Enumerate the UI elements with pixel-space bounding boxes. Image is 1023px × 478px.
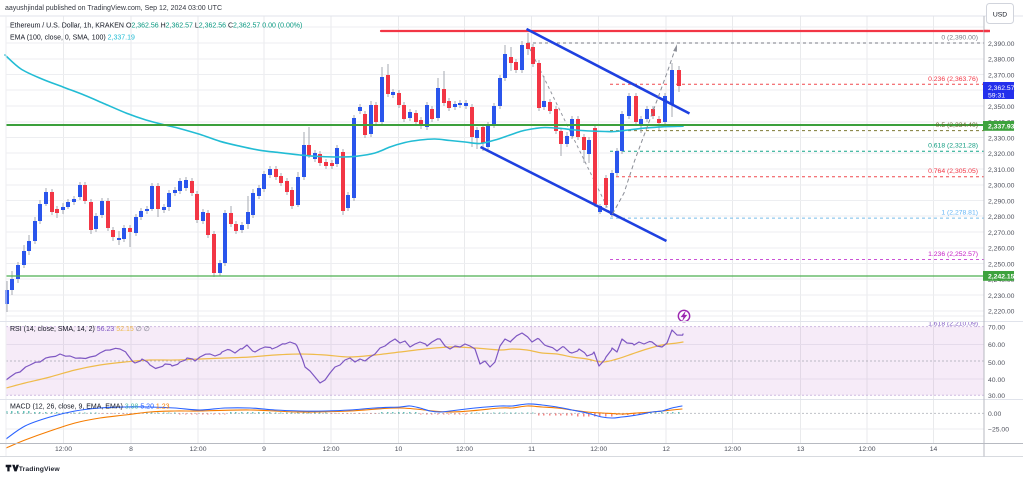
svg-text:59:31: 59:31 xyxy=(988,92,1005,99)
svg-text:40.00: 40.00 xyxy=(988,377,1005,384)
svg-text:12:00: 12:00 xyxy=(859,446,876,453)
svg-text:TradingView: TradingView xyxy=(19,466,61,473)
svg-text:60.00: 60.00 xyxy=(988,342,1005,349)
svg-text:70.00: 70.00 xyxy=(988,324,1005,331)
svg-text:8: 8 xyxy=(129,446,133,453)
svg-text:2,337.93: 2,337.93 xyxy=(988,124,1015,131)
svg-text:2,380.00: 2,380.00 xyxy=(988,57,1015,64)
svg-text:2,320.00: 2,320.00 xyxy=(988,151,1015,158)
svg-text:0 (2,390.00): 0 (2,390.00) xyxy=(941,34,978,41)
svg-text:0.00: 0.00 xyxy=(988,411,1001,418)
svg-text:−25.00: −25.00 xyxy=(988,427,1009,434)
svg-text:2,290.00: 2,290.00 xyxy=(988,198,1015,205)
svg-text:12:00: 12:00 xyxy=(55,446,72,453)
svg-text:2,280.00: 2,280.00 xyxy=(988,214,1015,221)
svg-text:12:00: 12:00 xyxy=(322,446,339,453)
svg-text:2,300.00: 2,300.00 xyxy=(988,183,1015,190)
svg-text:1 (2,278.81): 1 (2,278.81) xyxy=(941,210,978,217)
svg-text:10: 10 xyxy=(395,446,403,453)
svg-text:aayushjindal published on Trad: aayushjindal published on TradingView.co… xyxy=(5,5,222,12)
svg-text:Ethereum / U.S. Dollar, 1h, KR: Ethereum / U.S. Dollar, 1h, KRAKEN O2,36… xyxy=(10,23,302,30)
svg-text:12: 12 xyxy=(662,446,670,453)
svg-text:0.618 (2,321.28): 0.618 (2,321.28) xyxy=(928,143,978,150)
svg-text:12:00: 12:00 xyxy=(189,446,206,453)
svg-text:1.236 (2,252.57): 1.236 (2,252.57) xyxy=(928,251,978,258)
svg-text:RSI (14, close, SMA, 14, 2) 56: RSI (14, close, SMA, 14, 2) 56.23 52.15 … xyxy=(10,326,150,333)
svg-text:50.00: 50.00 xyxy=(988,360,1005,367)
svg-text:2,390.00: 2,390.00 xyxy=(988,41,1015,48)
svg-text:2,220.00: 2,220.00 xyxy=(988,309,1015,316)
svg-text:12:00: 12:00 xyxy=(456,446,473,453)
svg-text:2,310.00: 2,310.00 xyxy=(988,167,1015,174)
svg-text:2,370.00: 2,370.00 xyxy=(988,72,1015,79)
svg-text:MACD (12, 26, close, 9, EMA, E: MACD (12, 26, close, 9, EMA, EMA) 3.98 5… xyxy=(10,404,170,411)
svg-text:13: 13 xyxy=(797,446,805,453)
svg-text:9: 9 xyxy=(262,446,266,453)
svg-text:1.618 (2,210.09): 1.618 (2,210.09) xyxy=(928,320,978,327)
svg-text:0.764 (2,305.05): 0.764 (2,305.05) xyxy=(928,168,978,175)
svg-text:2,242.15: 2,242.15 xyxy=(988,274,1015,281)
svg-text:2,250.00: 2,250.00 xyxy=(988,261,1015,268)
svg-text:0.236 (2,363.76): 0.236 (2,363.76) xyxy=(928,76,978,83)
svg-text:2,270.00: 2,270.00 xyxy=(988,230,1015,237)
svg-text:30.00: 30.00 xyxy=(988,393,1005,400)
svg-text:14: 14 xyxy=(930,446,938,453)
svg-text:12:00: 12:00 xyxy=(590,446,607,453)
svg-text:2,230.00: 2,230.00 xyxy=(988,293,1015,300)
svg-text:0.5 (2,334.40): 0.5 (2,334.40) xyxy=(936,122,978,129)
svg-text:2,260.00: 2,260.00 xyxy=(988,246,1015,253)
svg-text:2,362.57: 2,362.57 xyxy=(988,85,1015,92)
svg-text:EMA (100, close, 0, SMA, 100): EMA (100, close, 0, SMA, 100) 2,337.19 xyxy=(10,35,135,42)
svg-text:2,330.00: 2,330.00 xyxy=(988,135,1015,142)
svg-text:12:00: 12:00 xyxy=(724,446,741,453)
svg-text:USD: USD xyxy=(993,12,1007,19)
svg-text:11: 11 xyxy=(528,446,535,453)
svg-text:2,350.00: 2,350.00 xyxy=(988,104,1015,111)
